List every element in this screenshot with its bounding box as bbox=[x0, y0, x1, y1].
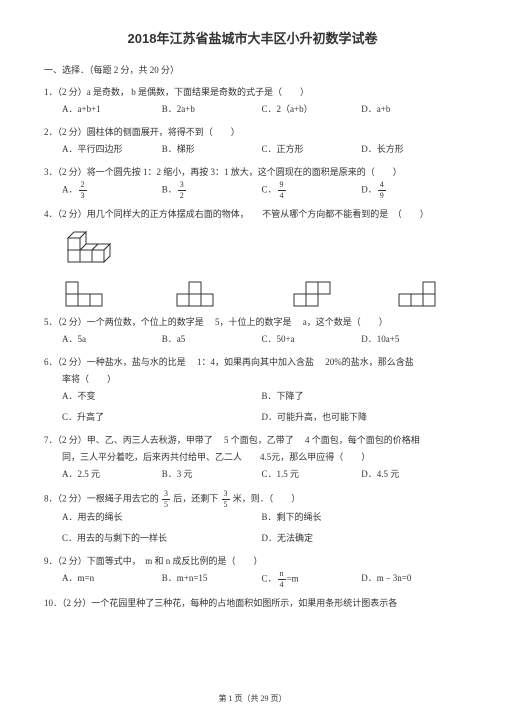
q4-opt-a-figure bbox=[62, 278, 118, 308]
title-year: 2018 bbox=[128, 31, 157, 46]
question-4: 4．（2 分）用几个同样大的正方体摆成右面的物体， 不管从哪个方向都不能看到的是… bbox=[44, 206, 461, 307]
q5-options: A．5a B．a5 C．50+a D．10a+5 bbox=[62, 331, 461, 348]
q7-options: A．2.5 元 B．3 元 C．1.5 元 D．4.5 元 bbox=[62, 466, 461, 483]
q3-opt-b: B．32 bbox=[162, 181, 262, 200]
question-2: 2．（2 分）圆柱体的侧面展开，将得不到（ ） A．平行四边形 B．梯形 C．正… bbox=[44, 124, 461, 158]
q5-opt-b: B．a5 bbox=[162, 331, 262, 348]
q4-stem: 4．（2 分）用几个同样大的正方体摆成右面的物体， 不管从哪个方向都不能看到的是… bbox=[44, 206, 461, 223]
question-7: 7．（2 分）甲、乙、丙三人去秋游，甲带了 5 个面包，乙带了 4 个面包，每个… bbox=[44, 432, 461, 483]
q2-opt-c: C．正方形 bbox=[262, 141, 362, 158]
q8-opt-d: D．无法确定 bbox=[262, 530, 462, 547]
exam-page: 2018年江苏省盐城市大丰区小升初数学试卷 一、选择．（每题 2 分，共 20 … bbox=[0, 0, 505, 714]
q2-stem: 2．（2 分）圆柱体的侧面展开，将得不到（ ） bbox=[44, 124, 461, 141]
q1-opt-a: A．a+b+1 bbox=[62, 101, 162, 118]
q2-options: A．平行四边形 B．梯形 C．正方形 D．长方形 bbox=[62, 141, 461, 158]
q7-opt-d: D．4.5 元 bbox=[361, 466, 461, 483]
section-heading: 一、选择．（每题 2 分，共 20 分） bbox=[44, 63, 461, 76]
q4-opt-d-figure bbox=[395, 278, 451, 308]
q7-stem2: 同，三人平分着吃，后来丙共付给甲、乙二人 4.5元，那么甲应得（ ） bbox=[62, 449, 461, 466]
q10-stem: 10．（2 分）一个花园里种了三种花，每种的占地面积如图所示，如果用条形统计图表… bbox=[44, 595, 461, 612]
q9-options: A．m=n B．m+n=15 C．n4=m D．m﹣3n=0 bbox=[62, 570, 461, 589]
q7-opt-b: B．3 元 bbox=[162, 466, 262, 483]
question-5: 5．（2 分）一个两位数，个位上的数字是 5，十位上的数字是 a，这个数是（ ）… bbox=[44, 314, 461, 348]
fraction: 35 bbox=[161, 490, 171, 509]
q2-opt-a: A．平行四边形 bbox=[62, 141, 162, 158]
q8-opt-a: A．用去的绳长 bbox=[62, 509, 262, 526]
q5-opt-a: A．5a bbox=[62, 331, 162, 348]
q4-options bbox=[62, 278, 451, 308]
q9-opt-c: C．n4=m bbox=[262, 570, 362, 589]
q9-opt-b: B．m+n=15 bbox=[162, 570, 262, 589]
question-10: 10．（2 分）一个花园里种了三种花，每种的占地面积如图所示，如果用条形统计图表… bbox=[44, 595, 461, 612]
q3-opt-d: D．49 bbox=[361, 181, 461, 200]
q6-opt-b: B．下降了 bbox=[262, 388, 462, 405]
q8-opt-c: C．用去的与剩下的一样长 bbox=[62, 530, 262, 547]
q4-opt-b-figure bbox=[173, 278, 229, 308]
cube-solid-icon bbox=[62, 228, 118, 268]
q7-stem1: 7．（2 分）甲、乙、丙三人去秋游，甲带了 5 个面包，乙带了 4 个面包，每个… bbox=[44, 432, 461, 449]
question-6: 6．（2 分）一种盐水，盐与水的比是 1：4，如果再向其中加入含盐 20%的盐水… bbox=[44, 354, 461, 426]
title-text: 年江苏省盐城市大丰区小升初数学试卷 bbox=[156, 31, 377, 46]
q9-opt-d: D．m﹣3n=0 bbox=[361, 570, 461, 589]
q1-opt-c: C．2（a+b） bbox=[262, 101, 362, 118]
q9-opt-a: A．m=n bbox=[62, 570, 162, 589]
question-1: 1．（2 分）a 是奇数， b 是偶数，下面结果是奇数的式子是（ ） A．a+b… bbox=[44, 84, 461, 118]
question-3: 3．（2 分）将一个圆先按 1：2 缩小，再按 3：1 放大，这个圆现在的面积是… bbox=[44, 164, 461, 200]
q3-opt-a: A．23 bbox=[62, 181, 162, 200]
q5-opt-c: C．50+a bbox=[262, 331, 362, 348]
fraction: 49 bbox=[377, 181, 387, 200]
page-title: 2018年江苏省盐城市大丰区小升初数学试卷 bbox=[44, 28, 461, 47]
fraction: 32 bbox=[177, 181, 187, 200]
q2-opt-b: B．梯形 bbox=[162, 141, 262, 158]
q1-opt-b: B．2a+b bbox=[162, 101, 262, 118]
q6-options-row1: A．不变 B．下降了 bbox=[62, 388, 461, 405]
q7-opt-a: A．2.5 元 bbox=[62, 466, 162, 483]
question-9: 9．（2 分）下面等式中， m 和 n 成反比例的是（ ） A．m=n B．m+… bbox=[44, 553, 461, 589]
q3-stem: 3．（2 分）将一个圆先按 1：2 缩小，再按 3：1 放大，这个圆现在的面积是… bbox=[44, 164, 461, 181]
q5-stem: 5．（2 分）一个两位数，个位上的数字是 5，十位上的数字是 a，这个数是（ ） bbox=[44, 314, 461, 331]
q7-opt-c: C．1.5 元 bbox=[262, 466, 362, 483]
fraction: 94 bbox=[277, 181, 287, 200]
q6-stem1: 6．（2 分）一种盐水，盐与水的比是 1：4，如果再向其中加入含盐 20%的盐水… bbox=[44, 354, 461, 371]
fraction: n4 bbox=[277, 570, 287, 589]
q8-options-row2: C．用去的与剩下的一样长 D．无法确定 bbox=[62, 530, 461, 547]
q5-opt-d: D．10a+5 bbox=[361, 331, 461, 348]
q8-stem: 8．（2 分）一根绳子用去它的 35 后，还剩下 35 米，则．（ ） bbox=[44, 490, 461, 509]
q6-stem2: 率将（ ） bbox=[62, 371, 461, 388]
q8-opt-b: B．剩下的绳长 bbox=[262, 509, 462, 526]
q6-opt-c: C．升高了 bbox=[62, 409, 262, 426]
q3-opt-c: C．94 bbox=[262, 181, 362, 200]
q9-stem: 9．（2 分）下面等式中， m 和 n 成反比例的是（ ） bbox=[44, 553, 461, 570]
question-8: 8．（2 分）一根绳子用去它的 35 后，还剩下 35 米，则．（ ） A．用去… bbox=[44, 490, 461, 547]
q6-opt-d: D．可能升高，也可能下降 bbox=[262, 409, 462, 426]
q4-opt-c-figure bbox=[284, 278, 340, 308]
fraction: 35 bbox=[221, 490, 231, 509]
q3-options: A．23 B．32 C．94 D．49 bbox=[62, 181, 461, 200]
q8-options-row1: A．用去的绳长 B．剩下的绳长 bbox=[62, 509, 461, 526]
q1-options: A．a+b+1 B．2a+b C．2（a+b） D．a+b bbox=[62, 101, 461, 118]
q1-stem: 1．（2 分）a 是奇数， b 是偶数，下面结果是奇数的式子是（ ） bbox=[44, 84, 461, 101]
q4-reference-figure bbox=[62, 228, 461, 274]
page-footer: 第 1 页（共 29 页） bbox=[0, 693, 505, 704]
q6-opt-a: A．不变 bbox=[62, 388, 262, 405]
q2-opt-d: D．长方形 bbox=[361, 141, 461, 158]
q6-options-row2: C．升高了 D．可能升高，也可能下降 bbox=[62, 409, 461, 426]
fraction: 23 bbox=[78, 181, 88, 200]
q1-opt-d: D．a+b bbox=[361, 101, 461, 118]
